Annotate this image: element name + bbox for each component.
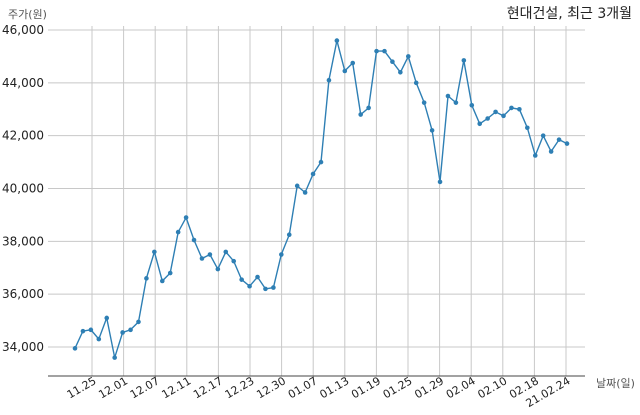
data-point (286, 232, 292, 238)
data-point (279, 252, 284, 257)
data-point (358, 112, 363, 117)
series-line (74, 40, 568, 358)
data-point (294, 183, 300, 189)
data-point (183, 215, 189, 220)
data-point (207, 252, 213, 257)
data-point (302, 190, 308, 195)
data-point (215, 266, 221, 272)
y-tick-label: 40,000 (2, 182, 44, 196)
y-tick-labels: 34,000 36,000 38,000 40,000 42,000 44,000 46,0… (2, 23, 44, 354)
data-point (532, 153, 538, 158)
data-point (453, 100, 459, 105)
data-point (96, 336, 102, 342)
data-point (334, 38, 340, 43)
data-point (517, 106, 522, 112)
x-tick-label: 12.07 (128, 374, 162, 401)
data-point (88, 327, 94, 333)
x-tick-label: 01.25 (381, 374, 415, 401)
data-point (485, 116, 490, 121)
x-axis-label: 날짜(일) (596, 376, 635, 390)
data-point (525, 125, 530, 131)
x-tick-label: 02.04 (444, 374, 478, 401)
data-point (247, 283, 252, 289)
x-tick-label: 11.25 (65, 374, 99, 401)
data-point (72, 346, 78, 351)
x-tick-label: 01.29 (412, 374, 446, 401)
data-point (263, 286, 268, 292)
data-point (445, 93, 451, 99)
y-axis-label: 주가(원) (8, 8, 47, 21)
data-point (350, 60, 356, 66)
data-point (136, 319, 141, 325)
data-point (556, 137, 562, 142)
chart-title: 현대건설, 최근 3개월 (507, 6, 632, 22)
data-point (342, 68, 348, 74)
data-point (382, 48, 387, 54)
x-tick-label: 12.23 (223, 374, 257, 401)
data-point (128, 327, 133, 333)
data-point (191, 237, 197, 243)
data-point (255, 274, 260, 280)
x-tick-labels: 11.2512.0112.0712.1112.1712.2312.3001.07… (65, 374, 573, 410)
data-point (437, 179, 443, 185)
data-point (413, 80, 419, 86)
data-point (80, 328, 86, 334)
series-price (72, 38, 570, 360)
data-point (429, 128, 435, 133)
y-tick-label: 38,000 (2, 234, 44, 248)
data-point (231, 258, 237, 264)
data-point (469, 102, 475, 108)
x-tick-label: 01.13 (318, 374, 352, 401)
data-point (167, 270, 173, 276)
data-point (493, 109, 498, 115)
data-point (152, 249, 157, 255)
y-tick-label: 46,000 (2, 23, 44, 37)
data-point (501, 113, 506, 119)
data-point (223, 249, 229, 255)
data-point (564, 141, 570, 146)
data-point (104, 315, 110, 321)
data-point (405, 54, 411, 59)
data-point (199, 256, 205, 261)
y-tick-label: 34,000 (2, 340, 44, 354)
data-point (144, 276, 149, 281)
data-point (120, 330, 125, 335)
x-tick-label: 02.10 (476, 374, 510, 401)
data-point (548, 149, 554, 154)
data-point (477, 121, 483, 127)
data-point (509, 105, 514, 111)
y-tick-label: 42,000 (2, 129, 44, 143)
grid-lines (48, 26, 585, 376)
data-point (310, 171, 316, 177)
x-tick-label: 01.07 (286, 374, 320, 401)
data-point (390, 59, 395, 64)
y-tick-label: 44,000 (2, 76, 44, 90)
data-point (239, 277, 244, 282)
x-tick-label: 12.01 (96, 374, 130, 401)
y-tick-label: 36,000 (2, 287, 44, 301)
data-point (271, 285, 276, 290)
data-point (398, 69, 403, 75)
data-point (318, 159, 324, 165)
data-point (159, 278, 165, 284)
x-tick-label: 12.11 (160, 374, 194, 401)
data-point (461, 58, 467, 63)
data-point (421, 100, 427, 105)
data-point (175, 229, 181, 235)
data-point (112, 355, 117, 360)
x-tick-label: 12.30 (254, 374, 288, 401)
data-point (326, 77, 332, 83)
x-tick-label: 12.17 (191, 374, 225, 401)
data-point (540, 133, 546, 138)
data-point (366, 105, 371, 111)
data-point (374, 48, 379, 54)
x-tick-label: 01.19 (349, 374, 383, 401)
